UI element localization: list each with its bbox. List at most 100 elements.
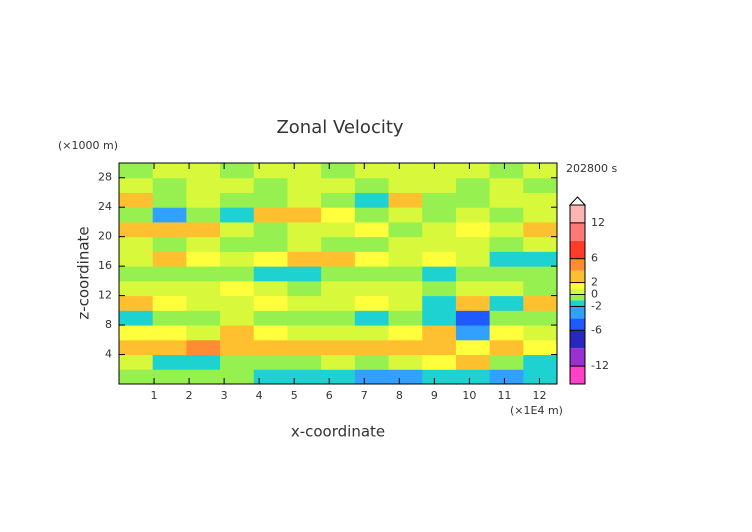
contour-cell xyxy=(388,177,423,193)
contour-cell xyxy=(321,339,356,356)
contour-cell xyxy=(287,207,322,223)
contour-cell xyxy=(152,369,187,385)
contour-cell xyxy=(388,354,423,370)
chart-title: Zonal Velocity xyxy=(276,117,403,138)
contour-cell xyxy=(455,266,491,282)
contour-cell xyxy=(253,354,288,370)
contour-cell xyxy=(220,295,255,311)
contour-cell xyxy=(321,369,356,385)
contour-cell xyxy=(119,354,154,370)
contour-cell xyxy=(388,236,423,252)
contour-cell xyxy=(388,310,423,326)
contour-cell xyxy=(455,354,491,370)
contour-cell xyxy=(422,266,457,282)
contour-cell xyxy=(119,280,154,297)
contour-cell xyxy=(253,236,288,252)
contour-cell xyxy=(489,163,524,179)
contour-cell xyxy=(152,280,187,297)
colorbar-tick-label: 2 xyxy=(591,276,598,289)
contour-cell xyxy=(489,207,524,223)
contour-cell xyxy=(523,221,558,238)
colorbar-swatch xyxy=(570,300,585,307)
contour-cell xyxy=(489,369,524,385)
contour-cell xyxy=(422,236,457,252)
contour-cell xyxy=(455,251,491,267)
x-tick-label: 6 xyxy=(326,389,333,402)
contour-cell xyxy=(220,177,255,193)
contour-cell xyxy=(220,236,255,252)
colorbar-swatch xyxy=(570,205,585,223)
contour-cell xyxy=(523,207,558,223)
colorbar-swatch xyxy=(570,270,585,283)
contour-cell xyxy=(422,221,457,238)
contour-cell xyxy=(321,177,356,193)
contour-cell xyxy=(455,339,491,356)
contour-cell xyxy=(220,325,255,341)
x-tick-label: 1 xyxy=(151,389,158,402)
contour-cell xyxy=(354,354,390,370)
contour-cell xyxy=(186,295,221,311)
contour-cell xyxy=(388,339,423,356)
colorbar-swatch xyxy=(570,366,585,384)
contour-cell xyxy=(321,280,356,297)
contour-cell xyxy=(354,192,390,208)
contour-cell xyxy=(422,369,457,385)
contour-cell xyxy=(489,339,524,356)
contour-cell xyxy=(220,207,255,223)
contour-cell xyxy=(388,207,423,223)
contour-cell xyxy=(253,221,288,238)
contour-cell xyxy=(119,295,154,311)
y-unit-label: (×1000 m) xyxy=(58,139,118,152)
contour-cell xyxy=(119,177,154,193)
colorbar-tick-label: -12 xyxy=(591,359,609,372)
x-tick-label: 9 xyxy=(431,389,438,402)
contour-cell xyxy=(321,310,356,326)
contour-cell xyxy=(287,354,322,370)
colorbar-swatch xyxy=(570,318,585,331)
contour-cell xyxy=(220,163,255,179)
contour-cell xyxy=(287,310,322,326)
contour-cell xyxy=(455,207,491,223)
contour-cell xyxy=(119,163,154,179)
x-tick-label: 7 xyxy=(361,389,368,402)
contour-cell xyxy=(186,266,221,282)
colorbar-tick-label: -6 xyxy=(591,323,602,336)
y-axis-title: z-coordinate xyxy=(75,226,93,319)
contour-cell xyxy=(186,310,221,326)
colorbar-tick-label: -2 xyxy=(591,299,602,312)
contour-cell xyxy=(152,192,187,208)
x-tick-label: 8 xyxy=(396,389,403,402)
contour-cell xyxy=(152,339,187,356)
colorbar-swatch xyxy=(570,306,585,319)
contour-cell xyxy=(354,339,390,356)
contour-cell xyxy=(186,207,221,223)
contour-cell xyxy=(152,295,187,311)
contour-cell xyxy=(523,192,558,208)
contour-cell xyxy=(321,295,356,311)
contour-cell xyxy=(152,236,187,252)
contour-cell xyxy=(287,221,322,238)
contour-cell xyxy=(186,251,221,267)
contour-cell xyxy=(152,221,187,238)
contour-cell xyxy=(253,310,288,326)
contour-cell xyxy=(253,163,288,179)
contour-cell xyxy=(354,251,390,267)
contour-cell xyxy=(523,280,558,297)
contour-cell xyxy=(186,177,221,193)
contour-cell xyxy=(152,177,187,193)
contour-cell xyxy=(186,221,221,238)
contour-cell xyxy=(253,339,288,356)
contour-cell xyxy=(152,266,187,282)
contour-cell xyxy=(287,369,322,385)
contour-cell xyxy=(455,295,491,311)
contour-cell xyxy=(354,207,390,223)
contour-cell xyxy=(253,369,288,385)
contour-cell xyxy=(422,177,457,193)
contour-cell xyxy=(220,339,255,356)
contour-cell xyxy=(321,236,356,252)
contour-cell xyxy=(253,280,288,297)
colorbar-swatch xyxy=(570,240,585,259)
contour-cell xyxy=(354,163,390,179)
contour-cell xyxy=(523,295,558,311)
